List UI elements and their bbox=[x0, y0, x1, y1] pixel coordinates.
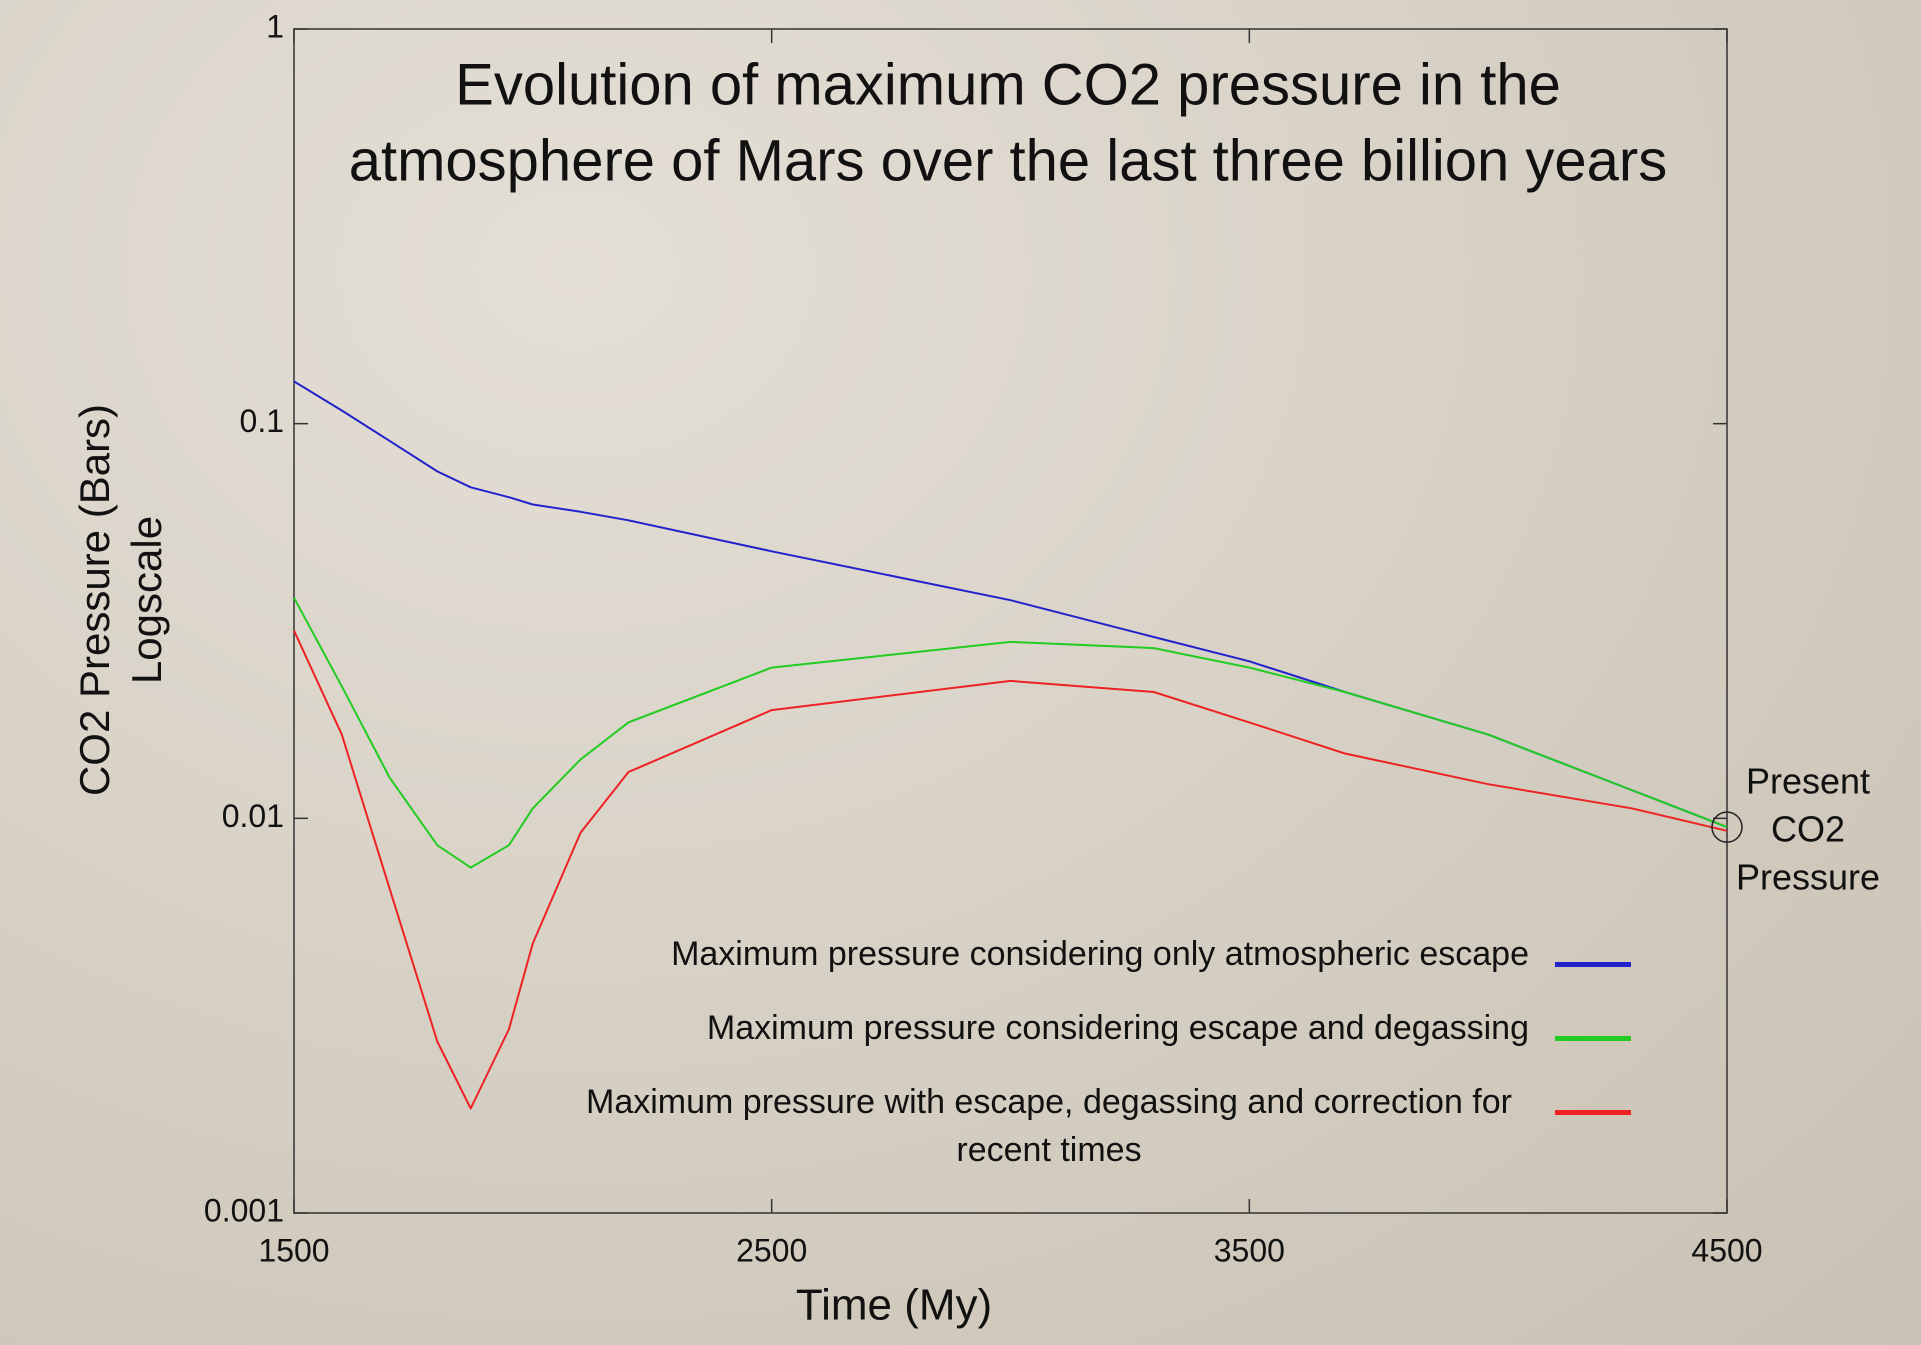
legend-label: Maximum pressure considering only atmosp… bbox=[671, 930, 1529, 978]
legend-entry: Maximum pressure considering escape and … bbox=[707, 1004, 1631, 1052]
series-line bbox=[294, 381, 1727, 827]
annotation: Pressure bbox=[1736, 857, 1880, 898]
legend-label: Maximum pressure considering escape and … bbox=[707, 1004, 1529, 1052]
y-tick-label: 1 bbox=[266, 8, 284, 44]
y-axis-label: Logscale bbox=[123, 516, 170, 684]
legend-swatch bbox=[1555, 1110, 1631, 1115]
y-tick-label: 0.01 bbox=[222, 798, 284, 834]
page: {"chart_data": {"type": "line", "title":… bbox=[0, 0, 1921, 1345]
legend-label: Maximum pressure with escape, degassing … bbox=[569, 1078, 1529, 1174]
annotation: CO2 bbox=[1771, 809, 1845, 850]
x-tick-label: 2500 bbox=[736, 1232, 807, 1268]
x-tick-label: 4500 bbox=[1691, 1232, 1762, 1268]
y-tick-label: 0.001 bbox=[204, 1192, 284, 1228]
x-axis-label: Time (My) bbox=[796, 1281, 992, 1330]
legend-swatch bbox=[1555, 1036, 1631, 1041]
legend: Maximum pressure considering only atmosp… bbox=[569, 930, 1631, 1174]
x-tick-label: 3500 bbox=[1214, 1232, 1285, 1268]
x-tick-label: 1500 bbox=[258, 1232, 329, 1268]
chart-title: Evolution of maximum CO2 pressure in the bbox=[455, 52, 1561, 117]
annotation: Present bbox=[1746, 761, 1870, 802]
legend-entry: Maximum pressure with escape, degassing … bbox=[569, 1078, 1631, 1174]
y-axis-label: CO2 Pressure (Bars) bbox=[71, 404, 118, 796]
legend-swatch bbox=[1555, 962, 1631, 967]
chart-title: atmosphere of Mars over the last three b… bbox=[349, 128, 1668, 193]
series-line bbox=[294, 598, 1727, 868]
legend-entry: Maximum pressure considering only atmosp… bbox=[671, 930, 1631, 978]
y-tick-label: 0.1 bbox=[240, 403, 284, 439]
